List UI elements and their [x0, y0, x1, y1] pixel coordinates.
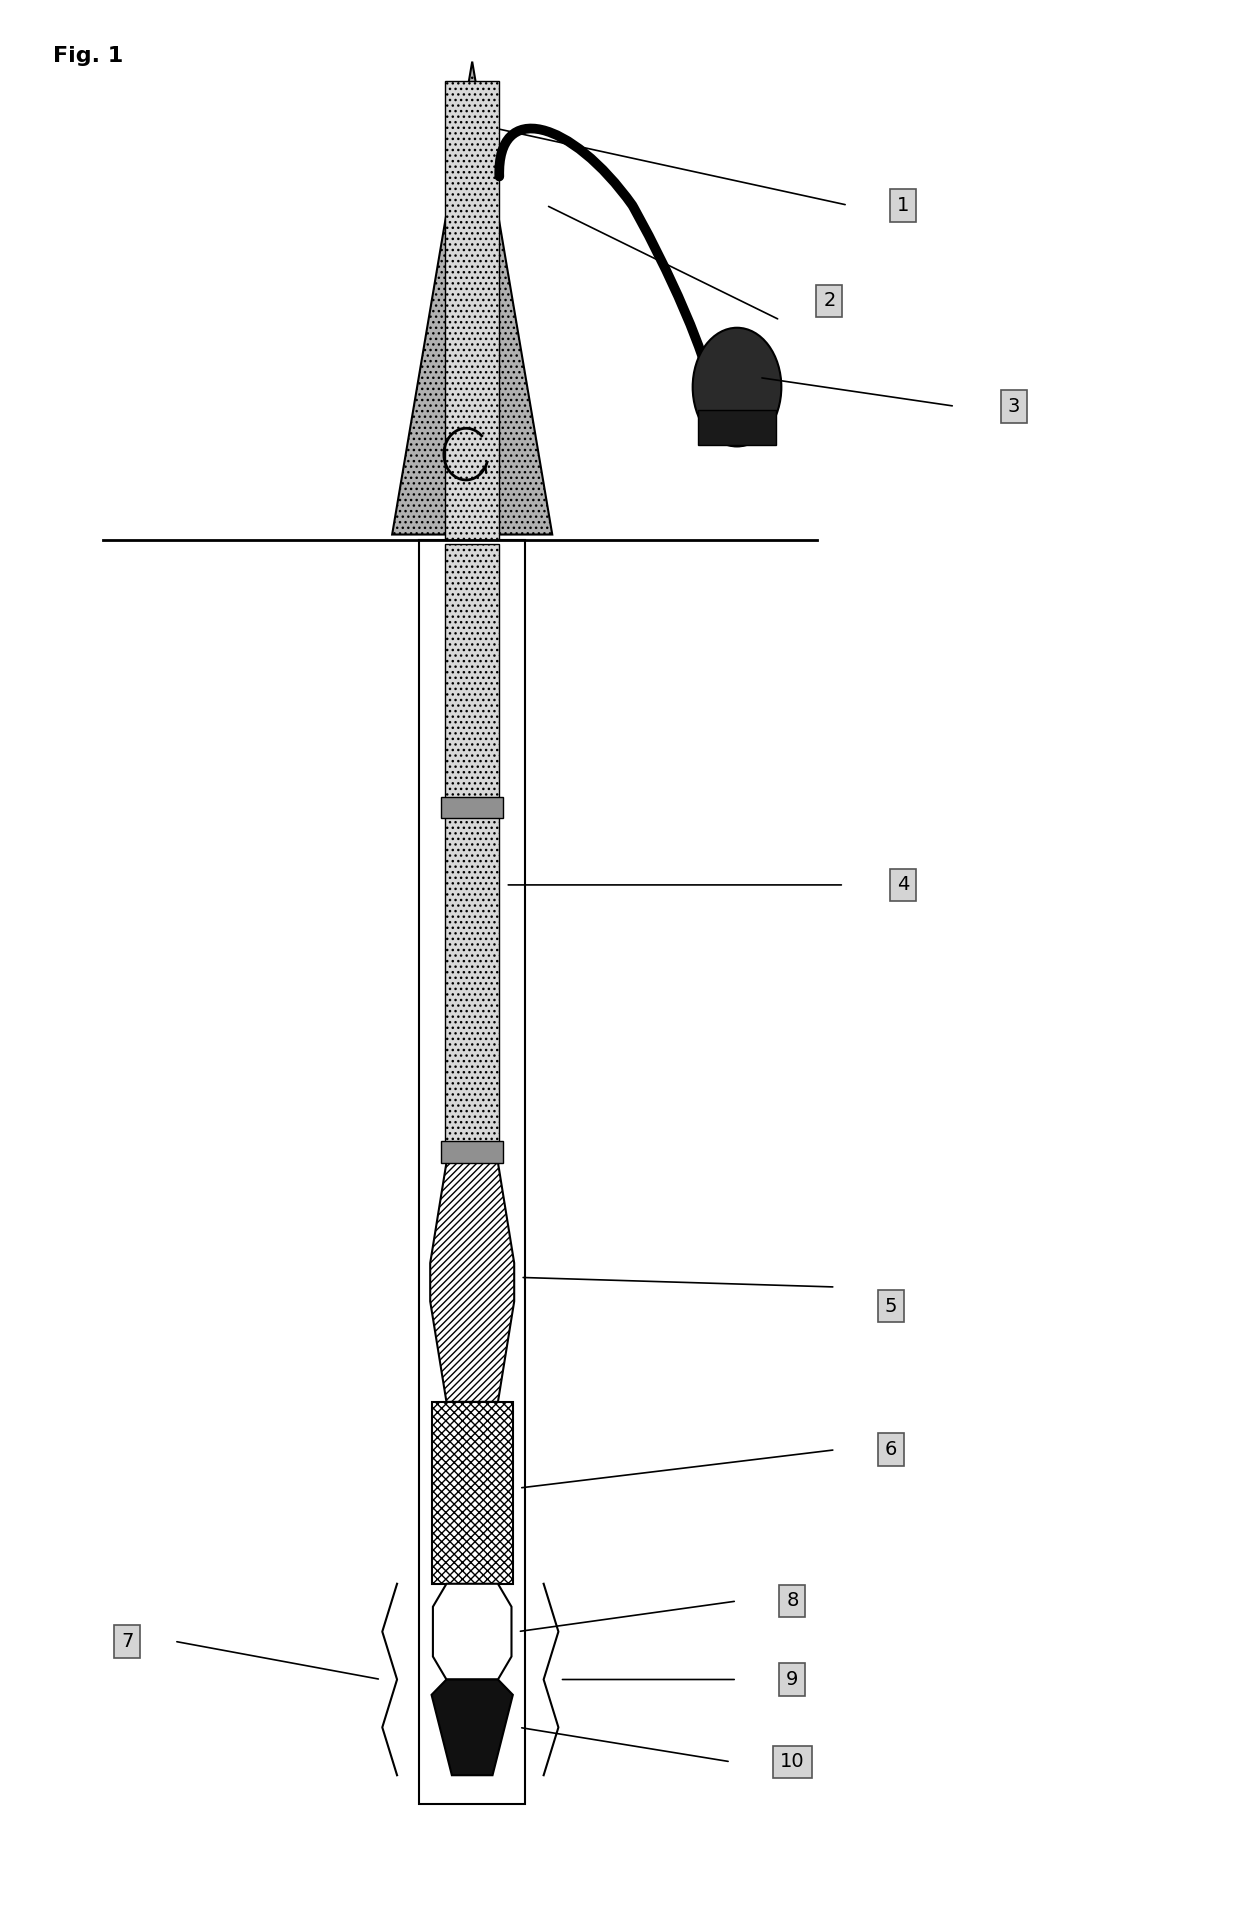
Bar: [432, 1402, 513, 1585]
Text: 6: 6: [885, 1440, 898, 1460]
Text: 3: 3: [1008, 396, 1021, 415]
Bar: [441, 796, 503, 817]
Text: 8: 8: [786, 1592, 799, 1610]
Polygon shape: [392, 62, 552, 535]
Text: 2: 2: [823, 292, 836, 310]
Bar: [445, 81, 500, 540]
Text: 9: 9: [786, 1669, 799, 1688]
Text: 5: 5: [884, 1296, 898, 1315]
Bar: [441, 1142, 503, 1163]
Bar: [419, 540, 526, 1804]
Polygon shape: [433, 1585, 511, 1679]
Text: 1: 1: [897, 196, 909, 215]
Bar: [698, 410, 776, 444]
Text: 10: 10: [780, 1752, 805, 1771]
Polygon shape: [430, 1163, 515, 1402]
Text: Fig. 1: Fig. 1: [53, 46, 124, 65]
Polygon shape: [432, 1679, 513, 1775]
Text: 4: 4: [897, 875, 909, 894]
Ellipse shape: [693, 327, 781, 446]
Bar: [445, 544, 500, 1163]
Text: 7: 7: [122, 1633, 134, 1650]
